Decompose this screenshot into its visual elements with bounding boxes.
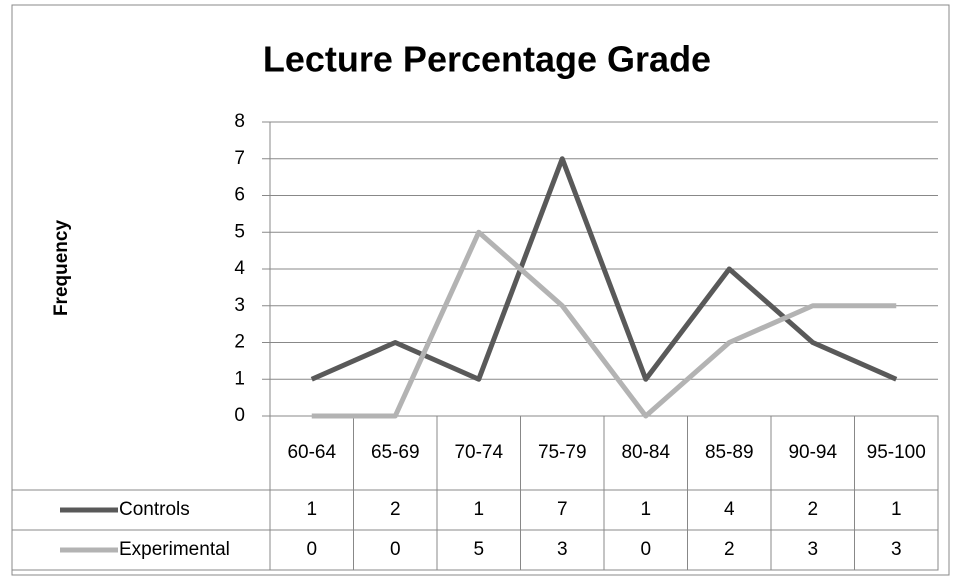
- x-tick-label: 70-74: [454, 442, 503, 463]
- table-value: 1: [891, 499, 902, 520]
- legend-label: Experimental: [119, 539, 230, 560]
- table-value: 0: [390, 539, 401, 560]
- table-value: 3: [891, 539, 902, 560]
- series-line: [311, 229, 897, 419]
- y-tick-label: 0: [234, 405, 245, 426]
- y-tick-label: 1: [234, 368, 245, 389]
- table-value: 2: [724, 539, 735, 560]
- table-value: 3: [557, 539, 568, 560]
- chart-border: [11, 4, 950, 576]
- table-value: 2: [807, 499, 818, 520]
- table-value: 3: [807, 539, 818, 560]
- table-value: 5: [473, 539, 484, 560]
- y-tick-label: 5: [234, 221, 245, 242]
- y-tick-label: 2: [234, 332, 245, 353]
- x-tick-label: 60-64: [287, 442, 336, 463]
- table-value: 0: [306, 539, 317, 560]
- x-tick-label: 95-100: [867, 442, 926, 463]
- table-value: 2: [390, 499, 401, 520]
- table-value: 4: [724, 499, 735, 520]
- y-tick-label: 4: [234, 258, 245, 279]
- x-tick-label: 80-84: [621, 442, 670, 463]
- y-tick-label: 8: [234, 111, 245, 132]
- series-line: [310, 156, 898, 382]
- y-tick-label: 3: [234, 295, 245, 316]
- table-value: 0: [640, 539, 651, 560]
- x-tick-label: 65-69: [371, 442, 420, 463]
- table-value: 1: [473, 499, 484, 520]
- x-tick-label: 85-89: [705, 442, 754, 463]
- y-tick-label: 6: [234, 185, 245, 206]
- x-tick-label: 90-94: [788, 442, 837, 463]
- table-value: 7: [557, 499, 568, 520]
- table-value: 1: [640, 499, 651, 520]
- legend-label: Controls: [119, 499, 190, 520]
- chart-title: Lecture Percentage Grade: [263, 39, 711, 80]
- table-value: 1: [306, 499, 317, 520]
- y-tick-label: 7: [234, 148, 245, 169]
- x-tick-label: 75-79: [538, 442, 587, 463]
- y-axis-label: Frequency: [51, 220, 72, 317]
